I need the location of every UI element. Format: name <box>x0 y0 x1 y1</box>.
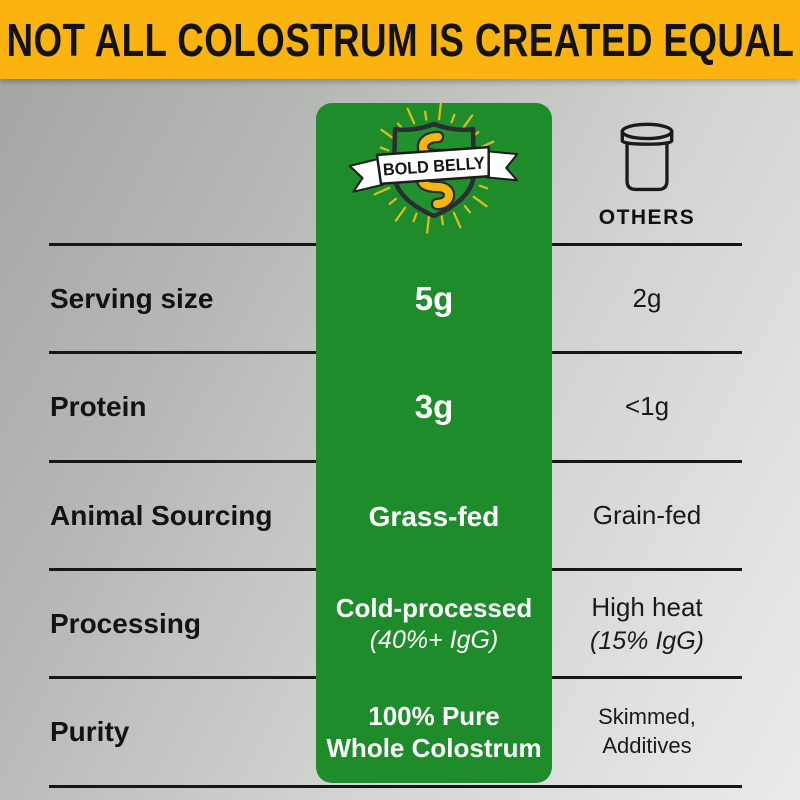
ribbon-banner: BOLD BELLY <box>348 145 519 193</box>
row-label-processing: Processing <box>50 608 201 639</box>
table-divider <box>49 785 742 788</box>
row-label-protein: Protein <box>50 391 147 422</box>
bold-belly-logo: BOLD BELLY <box>348 102 519 234</box>
others-cell-animal-sourcing: Grain-fed <box>552 463 742 569</box>
others-label: OTHERS <box>598 206 696 229</box>
brand-value: Grass-fed <box>368 500 500 532</box>
jar-icon <box>620 122 674 192</box>
brand-value: 100% Pure <box>368 700 500 731</box>
row-label-purity: Purity <box>50 716 130 747</box>
brand-value: 3g <box>414 388 454 426</box>
others-cell-processing: High heat (15% IgG) <box>552 571 742 677</box>
row-label-serving-size: Serving size <box>50 283 214 314</box>
others-cell-purity: Skimmed, Additives <box>552 679 742 785</box>
brand-cell-processing: Cold-processed (40%+ IgG) <box>316 571 552 677</box>
brand-value-line2: (40%+ IgG) <box>369 625 499 654</box>
header-banner: NOT ALL COLOSTRUM IS CREATED EQUAL <box>0 0 800 79</box>
brand-cell-protein: 3g <box>316 354 552 460</box>
others-value-line2: (15% IgG) <box>590 626 704 655</box>
brand-value-line2: Whole Colostrum <box>326 733 542 763</box>
others-cell-serving-size: 2g <box>552 246 742 352</box>
brand-cell-animal-sourcing: Grass-fed <box>316 463 552 569</box>
others-value: Grain-fed <box>592 500 702 531</box>
others-value-line2: Additives <box>602 733 692 758</box>
others-cell-protein: <1g <box>552 354 742 460</box>
brand-value: 5g <box>414 280 454 318</box>
others-value: Skimmed, <box>598 704 696 730</box>
others-value: <1g <box>624 391 670 422</box>
headline: NOT ALL COLOSTRUM IS CREATED EQUAL <box>6 13 794 66</box>
others-value: 2g <box>632 283 662 314</box>
others-value: High heat <box>591 591 703 622</box>
brand-cell-serving-size: 5g <box>316 246 552 352</box>
row-label-animal-sourcing: Animal Sourcing <box>50 500 273 531</box>
brand-value: Cold-processed <box>335 593 533 624</box>
brand-cell-purity: 100% Pure Whole Colostrum <box>316 679 552 785</box>
others-column-header: OTHERS <box>552 110 742 230</box>
